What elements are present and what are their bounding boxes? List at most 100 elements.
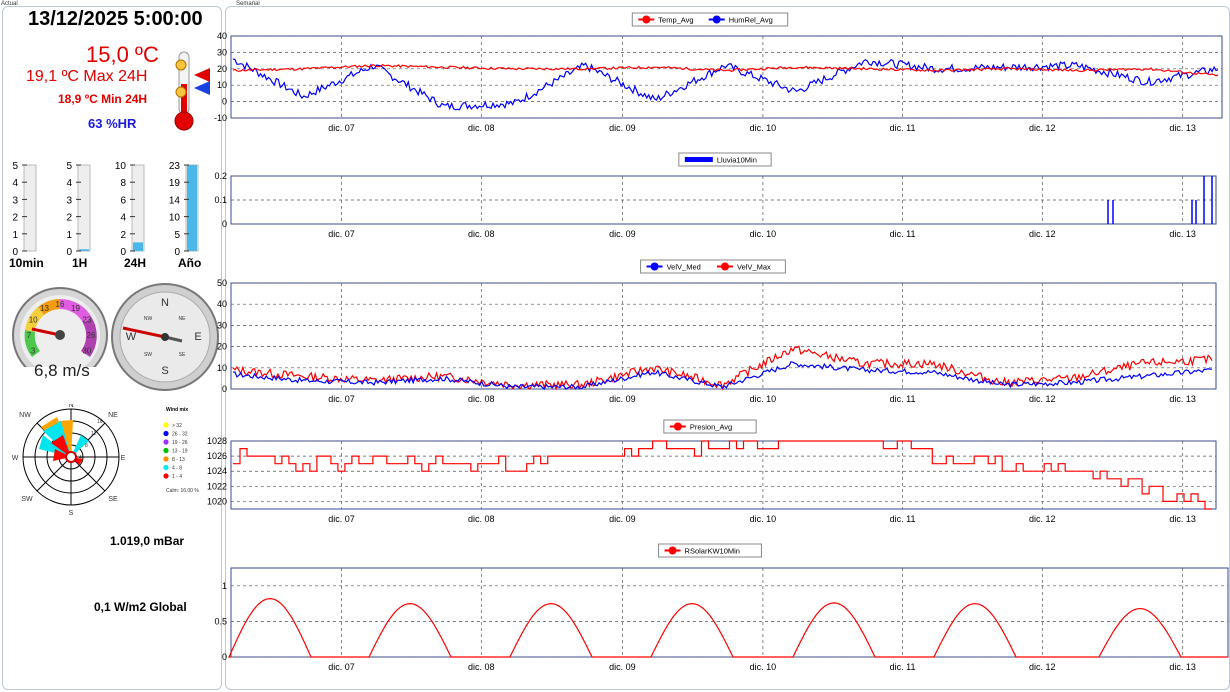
rain-gauge-tick-label: 14 (169, 195, 181, 206)
chart-frame-wind (230, 282, 1217, 390)
wind-rose-legend-label: > 32 (172, 423, 182, 429)
rain-label-10min: 10min (9, 256, 44, 270)
rain-gauge-tick-label: 0 (120, 247, 126, 255)
chart-legend-label: RSolarKW10Min (685, 547, 740, 556)
rain-gauge-tick-label: 2 (120, 230, 126, 241)
rain-gauge-tick-label: 5 (174, 230, 180, 241)
wind-rose-legend-swatch (163, 473, 169, 479)
chart-xtick-label: dic. 08 (468, 662, 495, 672)
anemometer-tick-label: 19 (71, 304, 80, 313)
chart-ytick-label: 50 (217, 278, 227, 288)
chart-xtick-label: dic. 13 (1169, 514, 1196, 524)
chart-xtick-label: dic. 13 (1169, 229, 1196, 239)
rain-gauge-fill (79, 249, 89, 251)
chart-xtick-label: dic. 11 (890, 394, 916, 404)
rain-label-year: Año (178, 256, 202, 270)
chart-ytick-label: 0.2 (214, 171, 227, 181)
compass-minor-label: NW (144, 316, 153, 322)
wind-rose-dir-label: E (121, 455, 126, 462)
thermometer-icon (174, 51, 210, 131)
chart-xtick-label: dic. 11 (890, 662, 916, 672)
rain-gauge-tick-label: 3 (66, 195, 72, 206)
chart-legend-marker (642, 15, 651, 24)
wind-rose-legend-label: 13 - 19 (172, 449, 188, 455)
wind-rose-dir-label: SE (108, 496, 118, 503)
chart-xtick-label: dic. 08 (468, 394, 495, 404)
chart-xtick-label: dic. 07 (328, 229, 355, 239)
chart-ytick-label: 0 (222, 652, 227, 662)
rain-gauge-tick-label: 2 (12, 213, 18, 224)
chart-ytick-label: 1022 (207, 481, 227, 491)
temperature-max-24h: 19,1 ºC Max 24H (26, 68, 148, 85)
chart-frame-solar (230, 567, 1229, 658)
chart-xtick-label: dic. 11 (890, 123, 916, 133)
weekly-panel-tag: Semanal (236, 1, 260, 7)
chart-ytick-label: 0 (222, 97, 227, 107)
chart-legend-swatch (684, 157, 713, 162)
chart-ytick-label: 1028 (207, 436, 227, 446)
chart-xtick-label: dic. 12 (1029, 229, 1056, 239)
chart-legend (640, 259, 786, 274)
series-HumRel_Avg (232, 58, 1219, 111)
chart-legend-marker (721, 262, 729, 271)
wind-rose-legend-label: 19 - 26 (172, 440, 188, 446)
compass-label: S (161, 365, 168, 377)
compass-label: W (126, 331, 137, 343)
wind-rose-dir-label: SW (21, 496, 33, 503)
wind-rose-dir-label: W (12, 455, 19, 462)
wind-rose-legend-label: 26 - 32 (172, 432, 188, 438)
chart-xtick-label: dic. 09 (609, 394, 636, 404)
anemometer-tick-label: 7 (27, 331, 32, 340)
wind-rose-legend-label: 4 - 8 (172, 466, 182, 472)
anemometer-tick-label: 26 (87, 331, 96, 340)
anemometer-tick-label: 16 (56, 300, 65, 309)
chart-xtick-label: dic. 13 (1169, 394, 1196, 404)
wind-rose-legend-swatch (163, 422, 169, 428)
current-panel-tag: Actual (1, 1, 18, 7)
rain-gauge-tick-label: 5 (12, 161, 18, 172)
chart-frame-press (230, 440, 1217, 510)
chart-ytick-label: 20 (217, 64, 227, 74)
rain-gauge-tick-label: 6 (120, 195, 126, 206)
wind-rose-legend-label: 1 - 4 (172, 474, 182, 480)
chart-xtick-label: dic. 12 (1029, 514, 1056, 524)
rain-gauge-fill (187, 165, 197, 251)
wind-rose-calm: Calm: 16.00 % (166, 488, 199, 494)
rain-gauge-tick-label: 4 (66, 178, 72, 189)
chart-xtick-label: dic. 08 (468, 229, 495, 239)
wind-rose-legend-swatch (163, 439, 169, 445)
chart-ytick-label: 10 (217, 80, 227, 90)
rain-gauge-tick-label: 10 (169, 213, 181, 224)
rain-gauge-tick-label: 0 (12, 247, 18, 255)
chart-ytick-label: 20 (217, 342, 227, 352)
chart-xtick-label: dic. 13 (1169, 662, 1196, 672)
chart-legend-label: VelV_Med (667, 263, 701, 272)
series-VelV_Med (233, 361, 1213, 391)
chart-ytick-label: 30 (217, 47, 227, 57)
chart-legend-marker (668, 546, 677, 555)
anemometer-tick-label: 10 (29, 316, 38, 325)
wind-speed-value: 6,8 m/s (34, 361, 90, 380)
chart-ytick-label: 40 (217, 299, 227, 309)
chart-ytick-label: 40 (217, 31, 227, 41)
chart-legend-marker (650, 262, 659, 271)
chart-xtick-label: dic. 11 (890, 229, 916, 239)
chart-ytick-label: 0 (222, 219, 227, 229)
compass-minor-label: NE (179, 316, 187, 322)
rain-gauge-fill (133, 242, 143, 251)
chart-xtick-label: dic. 12 (1029, 123, 1056, 133)
rain-gauge-tick-label: 23 (169, 161, 181, 172)
chart-ytick-label: 0 (222, 384, 227, 394)
rain-gauge-tick-label: 1 (66, 230, 72, 241)
current-solar-radiation: 0,1 W/m2 Global (94, 600, 187, 614)
temperature-min-24h: 18,9 ºC Min 24H (58, 92, 148, 106)
chart-xtick-label: dic. 07 (328, 514, 355, 524)
chart-xtick-label: dic. 10 (750, 229, 777, 239)
rain-gauge-tick-label: 8 (120, 178, 126, 189)
chart-ytick-label: 0.5 (214, 616, 227, 626)
current-pressure: 1.019,0 mBar (110, 534, 185, 548)
series-RSolarKW10Min (228, 597, 1228, 658)
chart-xtick-label: dic. 10 (750, 514, 777, 524)
